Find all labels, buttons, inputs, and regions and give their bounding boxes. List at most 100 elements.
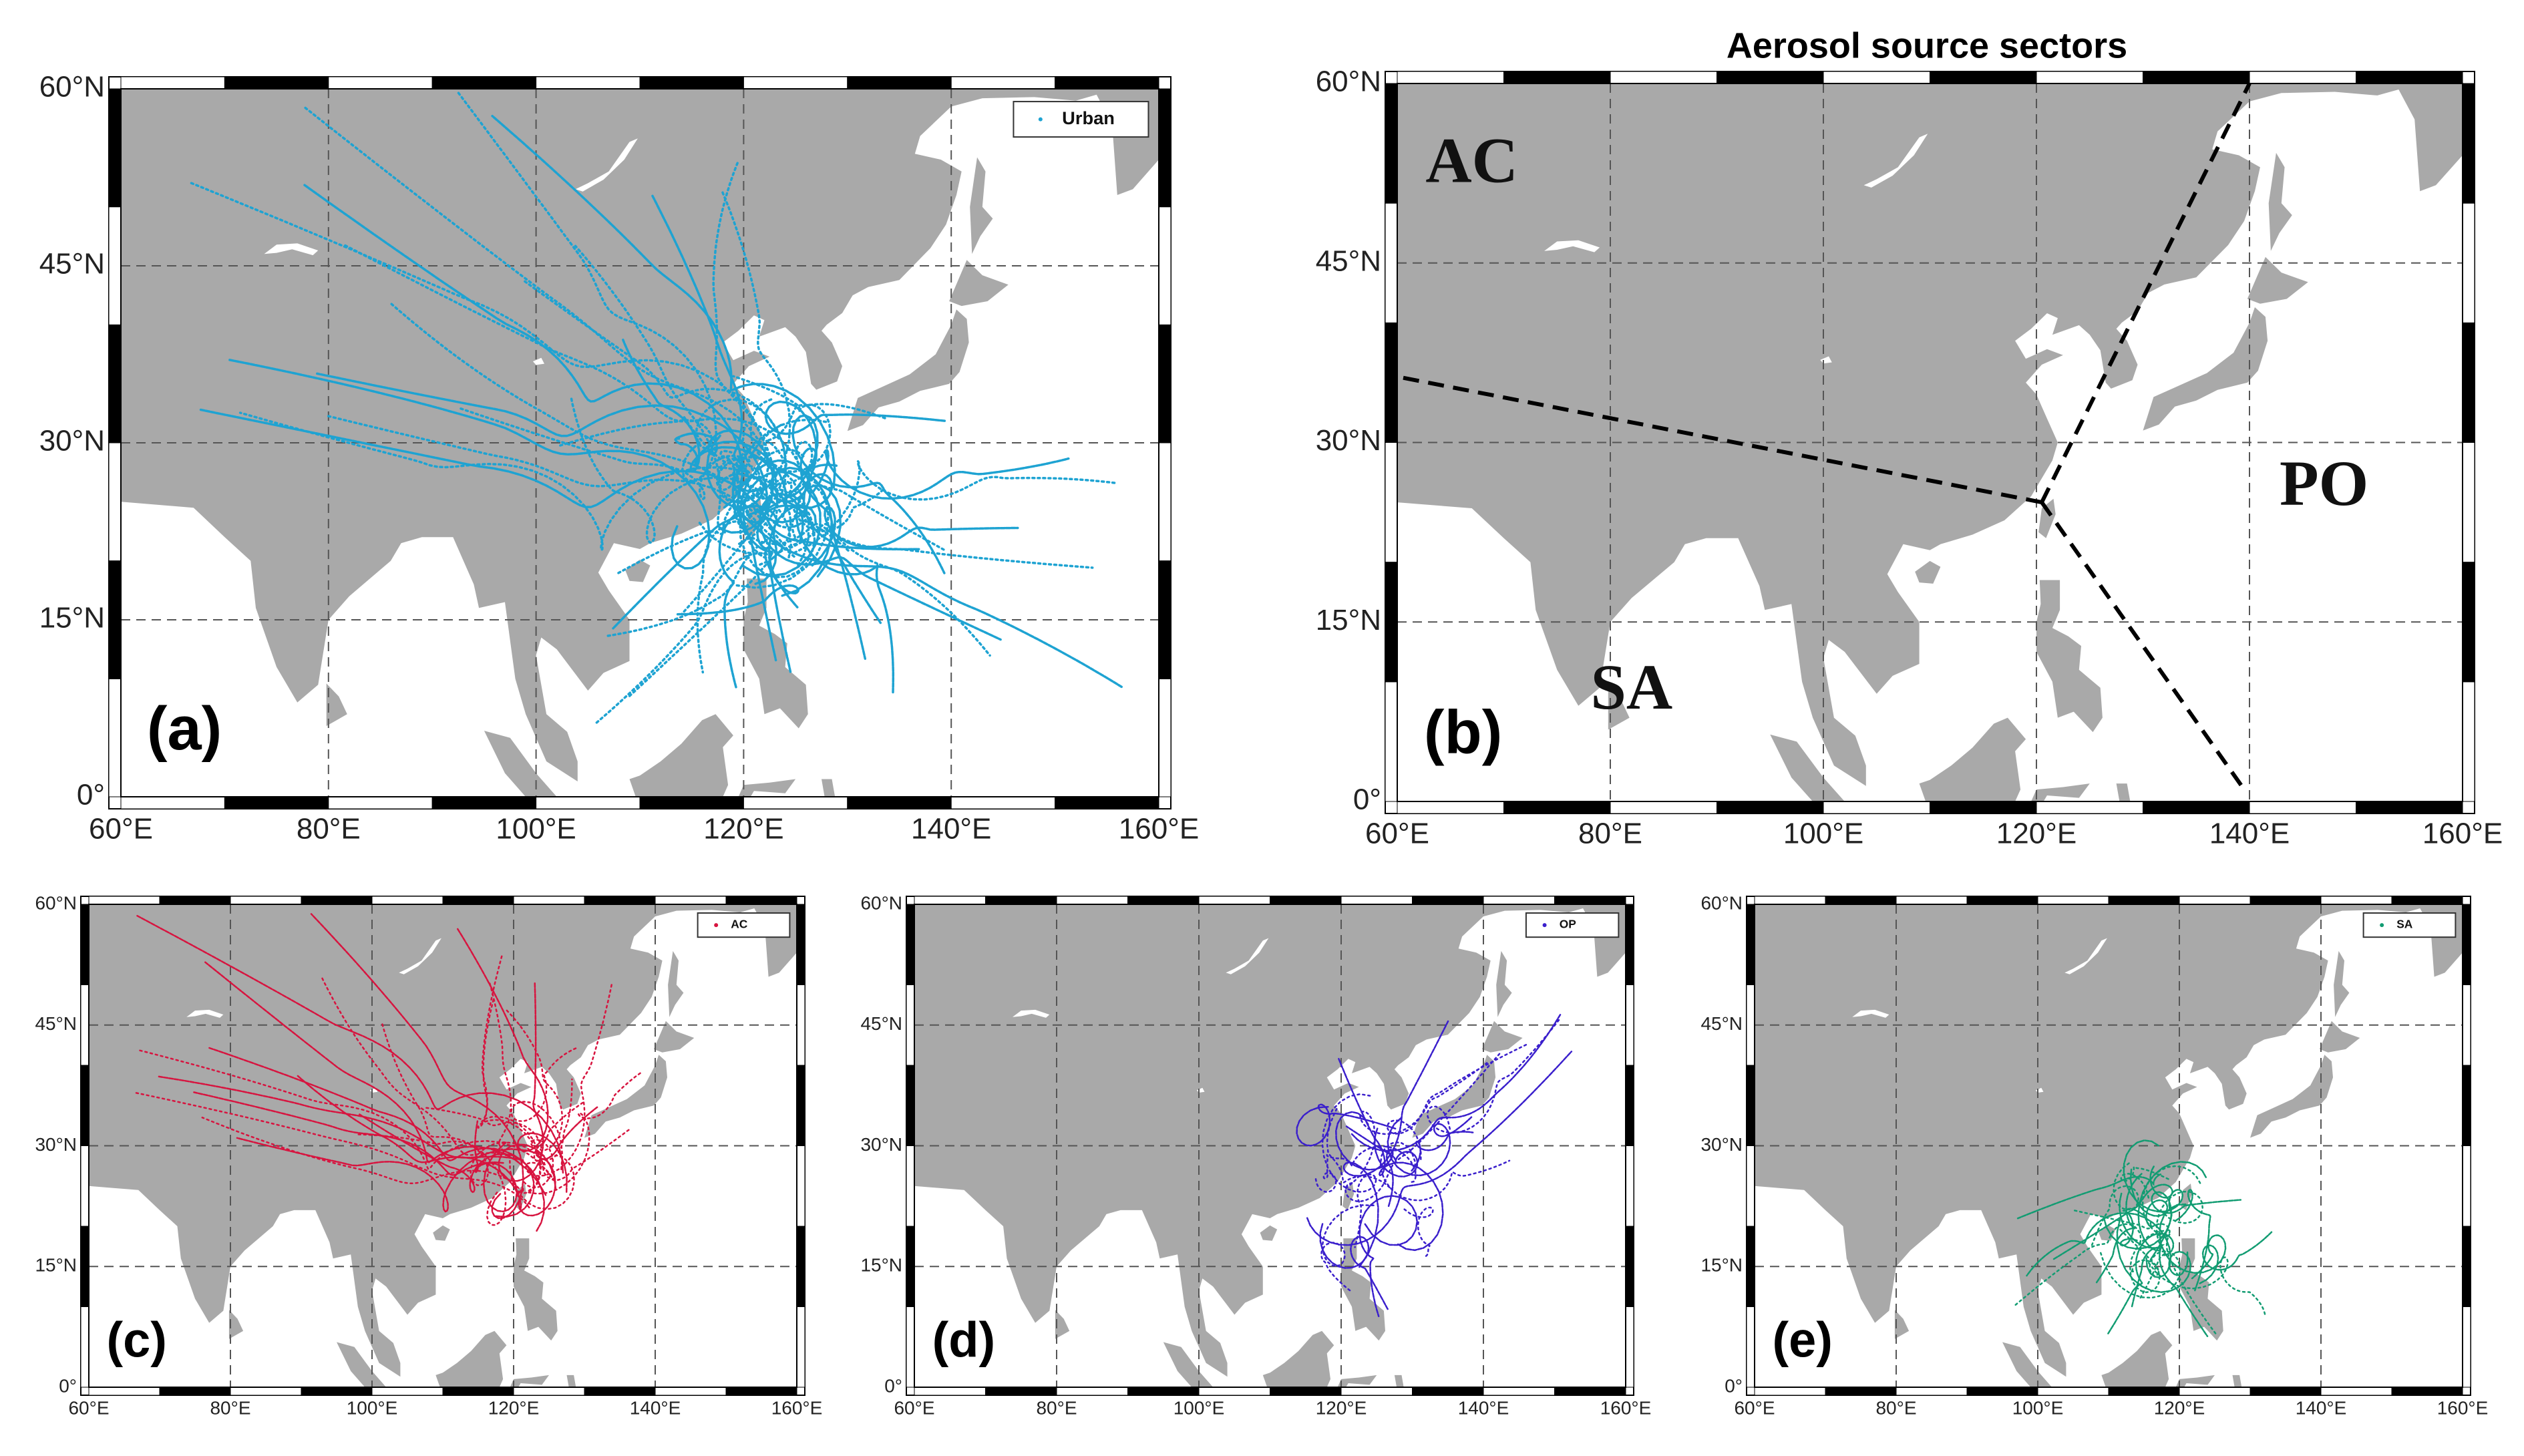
y-tick-label: 45°N	[1700, 1013, 1743, 1034]
y-tick-label: 30°N	[1700, 1134, 1743, 1155]
frame-segment	[796, 1306, 805, 1388]
y-tick-label: 45°N	[39, 248, 105, 281]
frame-segment	[1625, 1145, 1634, 1227]
trajectory	[811, 447, 1070, 500]
frame-segment	[80, 1065, 89, 1146]
frame-segment	[584, 1387, 656, 1396]
y-tick-label: 60°N	[1700, 892, 1743, 913]
x-tick-label: 160°E	[1600, 1397, 1652, 1418]
panel-label: (d)	[932, 1312, 996, 1367]
frame-segment	[1158, 560, 1171, 679]
trajectory	[741, 426, 947, 552]
island	[1337, 1375, 1377, 1387]
y-tick-label: 45°N	[860, 1013, 902, 1034]
frame-segment	[2391, 1387, 2463, 1396]
y-tick-label: 45°N	[1316, 244, 1381, 277]
frame-segment	[1503, 801, 1611, 814]
frame-segment	[159, 896, 231, 905]
x-tick-label: 140°E	[2296, 1397, 2347, 1418]
frame-segment	[950, 76, 1056, 89]
island	[484, 731, 557, 797]
trajectory	[1326, 1108, 1391, 1189]
island	[1260, 1225, 1278, 1241]
trajectory	[2158, 1203, 2227, 1280]
sector-label: PO	[2280, 447, 2368, 519]
frame-segment	[950, 796, 1056, 809]
trajectory	[1306, 1051, 1573, 1246]
frame	[88, 904, 797, 1388]
frame-segment	[1966, 1387, 2038, 1396]
x-tick-label: 140°E	[630, 1397, 681, 1418]
frame-segment	[655, 1387, 727, 1396]
island	[1055, 1310, 1070, 1339]
frame-segment	[1746, 1306, 1755, 1388]
island	[1163, 1342, 1214, 1387]
legend-box	[1525, 912, 1620, 938]
trajectory	[1296, 1103, 1398, 1147]
x-tick-label: 100°E	[1783, 817, 1863, 850]
frame-segment	[224, 76, 329, 89]
trajectory	[616, 486, 816, 578]
x-tick-label: 80°E	[297, 813, 361, 846]
trajectory	[1345, 1125, 1419, 1177]
frame-segment	[2179, 896, 2251, 905]
frame-segment	[796, 984, 805, 1066]
frame-segment	[328, 76, 433, 89]
trajectory	[456, 406, 751, 501]
frame-segment	[2462, 1065, 2471, 1146]
frame-segment	[906, 904, 915, 985]
frame-segment	[2462, 562, 2475, 683]
frame-segment	[1198, 896, 1270, 905]
x-tick-label: 120°E	[1316, 1397, 1367, 1418]
frame-segment	[108, 442, 122, 562]
frame-segment	[1554, 1387, 1626, 1396]
island	[566, 1375, 576, 1387]
legend-box	[1013, 101, 1149, 138]
frame-segment	[1930, 71, 2037, 84]
frame-segment	[2143, 801, 2250, 814]
trajectory	[528, 1070, 644, 1195]
frame-segment	[1823, 71, 1930, 84]
frame-segment	[301, 896, 373, 905]
island	[228, 1310, 244, 1339]
map-panel: 60°E 80°E 100°E 120°E 140°E 160°E 0° 15°N 30°N 45…	[860, 892, 1651, 1418]
frame-segment	[1385, 442, 1398, 563]
frame-segment	[2036, 71, 2143, 84]
frame-segment	[906, 1226, 915, 1307]
trajectory	[208, 1047, 545, 1232]
land	[1755, 904, 2463, 1377]
island	[970, 157, 993, 254]
frame-segment	[442, 896, 514, 905]
frame-segment	[906, 1306, 915, 1388]
frame-segment	[725, 896, 797, 905]
frame-segment	[2179, 1387, 2251, 1396]
trajectory	[2099, 1226, 2181, 1299]
trajectory	[310, 913, 524, 1220]
frame-segment	[108, 560, 122, 679]
frame-segment	[1385, 83, 1398, 204]
trajectory	[477, 954, 541, 1192]
frame-segment	[655, 896, 727, 905]
frame-segment	[2462, 681, 2475, 802]
y-tick-label: 15°N	[1700, 1255, 1743, 1276]
island	[326, 683, 347, 726]
legend-marker	[1038, 117, 1043, 122]
frame-segment	[847, 76, 952, 89]
frame-segment	[985, 1387, 1057, 1396]
trajectory	[491, 114, 836, 489]
trajectory	[1411, 1115, 1473, 1172]
island	[510, 1375, 549, 1387]
frame-segment	[1158, 88, 1171, 208]
frame-segment	[2462, 1226, 2471, 1307]
lake	[575, 138, 638, 192]
island	[2250, 1055, 2333, 1138]
legend-label: Urban	[1062, 108, 1115, 128]
trajectory	[795, 484, 895, 694]
x-tick-label: 60°E	[89, 813, 153, 846]
island	[625, 559, 651, 582]
map-area	[1755, 904, 2463, 1387]
y-tick-label: 30°N	[35, 1134, 77, 1155]
x-tick-label: 80°E	[1578, 817, 1642, 850]
lake	[1863, 134, 1928, 188]
